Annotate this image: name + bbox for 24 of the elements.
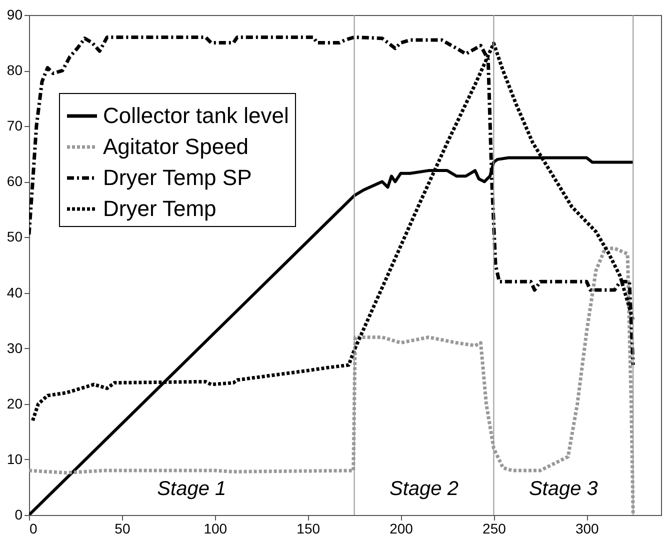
- annotation: Stage 1: [157, 478, 226, 500]
- y-tick-label: 60: [6, 173, 23, 190]
- y-tick-label: 20: [6, 395, 23, 412]
- x-tick-label: 0: [30, 520, 38, 535]
- x-tick-label: 100: [204, 520, 228, 535]
- annotation: Stage 2: [390, 478, 458, 500]
- y-tick-label: 50: [6, 228, 23, 245]
- legend-label: Dryer Temp: [103, 196, 216, 221]
- y-tick-label: 40: [6, 284, 23, 300]
- y-tick-label: 0: [14, 506, 23, 522]
- x-tick-label: 200: [390, 520, 414, 535]
- x-tick-label: 300: [575, 520, 600, 535]
- x-tick-label: 250: [482, 520, 506, 535]
- y-tick-label: 70: [6, 118, 23, 134]
- x-tick-label: 150: [296, 520, 320, 535]
- x-tick-label: 50: [114, 520, 130, 535]
- y-tick-label: 80: [6, 62, 23, 78]
- y-tick-label: 30: [6, 340, 23, 356]
- annotation: Stage 3: [528, 478, 598, 500]
- legend-label: Agitator Speed: [103, 134, 249, 159]
- legend-label: Collector tank level: [103, 103, 289, 128]
- legend-label: Dryer Temp SP: [103, 165, 252, 190]
- y-tick-label: 90: [6, 6, 23, 22]
- y-tick-label: 10: [6, 450, 23, 467]
